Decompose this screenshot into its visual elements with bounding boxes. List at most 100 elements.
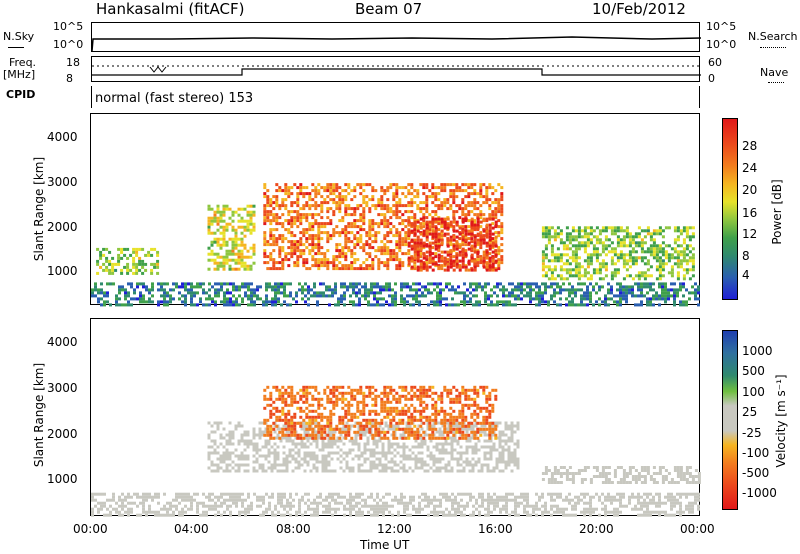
heatmap-cell <box>494 436 498 440</box>
heatmap-cell <box>290 252 294 256</box>
heatmap-cell <box>685 259 689 263</box>
heatmap-cell <box>246 213 250 217</box>
heatmap-cell <box>316 291 319 295</box>
heatmap-cell <box>287 189 291 193</box>
heatmap-cell <box>589 277 593 281</box>
heatmap-cell <box>484 291 487 295</box>
heatmap-cell <box>223 300 226 304</box>
heatmap-cell <box>347 213 351 217</box>
heatmap-cell <box>234 454 238 458</box>
heatmap-cell <box>347 246 351 250</box>
heatmap-cell <box>386 385 390 389</box>
heatmap-cell <box>430 291 433 295</box>
heatmap-cell <box>670 253 674 257</box>
heatmap-cell <box>383 204 387 208</box>
heatmap-cell <box>100 282 103 286</box>
heatmap-cell <box>395 427 399 431</box>
heatmap-cell <box>473 241 477 245</box>
heatmap-cell <box>497 207 501 211</box>
heatmap-cell <box>479 213 483 217</box>
heatmap-cell <box>127 294 130 298</box>
heatmap-cell <box>249 228 253 232</box>
heatmap-cell <box>305 385 309 389</box>
heatmap-cell <box>302 186 306 190</box>
heatmap-cell <box>310 288 313 292</box>
heatmap-cell <box>237 225 241 229</box>
heatmap-cell <box>449 262 453 266</box>
heatmap-cell <box>374 412 378 416</box>
heatmap-cell <box>425 226 429 230</box>
heatmap-cell <box>317 228 321 232</box>
heatmap-cell <box>156 253 160 257</box>
heatmap-cell <box>241 282 244 286</box>
heatmap-cell <box>359 264 363 268</box>
heatmap-cell <box>283 294 286 298</box>
heatmap-cell <box>306 463 310 467</box>
heatmap-cell <box>278 430 282 434</box>
heatmap-cell <box>664 250 668 254</box>
heatmap-cell <box>353 210 357 214</box>
heatmap-cell <box>228 249 232 253</box>
heatmap-cell <box>452 210 456 214</box>
heatmap-cell <box>299 388 303 392</box>
heatmap-cell <box>246 267 250 271</box>
heatmap-cell <box>416 268 420 272</box>
heatmap-cell <box>688 268 692 272</box>
heatmap-cell <box>559 472 563 475</box>
heatmap-cell <box>336 457 340 461</box>
heatmap-cell <box>529 294 532 298</box>
heatmap-cell <box>476 250 480 254</box>
heatmap-cell <box>338 219 342 223</box>
heatmap-cell <box>598 265 602 269</box>
heatmap-cell <box>363 445 367 449</box>
heatmap-cell <box>368 207 372 211</box>
heatmap-cell <box>449 238 453 242</box>
heatmap-cell <box>317 231 321 235</box>
heatmap-cell <box>402 442 406 446</box>
heatmap-cell <box>413 238 417 242</box>
heatmap-cell <box>658 262 662 266</box>
heatmap-cell <box>231 210 235 214</box>
heatmap-cell <box>287 240 291 244</box>
heatmap-cell <box>222 219 226 223</box>
heatmap-cell <box>383 391 387 395</box>
heatmap-cell <box>403 282 406 286</box>
heatmap-cell <box>490 303 493 307</box>
heatmap-cell <box>583 244 587 248</box>
heatmap-cell <box>330 457 334 461</box>
heatmap-cell <box>404 204 408 208</box>
heatmap-cell <box>334 291 337 295</box>
heatmap-cell <box>389 255 393 259</box>
heatmap-cell <box>431 259 435 263</box>
heatmap-cell <box>492 445 496 449</box>
heatmap-cell <box>308 198 312 202</box>
heatmap-cell <box>382 285 385 289</box>
heatmap-cell <box>423 433 427 437</box>
heatmap-cell <box>416 207 420 211</box>
heatmap-cell <box>485 201 489 205</box>
heatmap-cell <box>431 430 435 434</box>
heatmap-cell <box>679 250 683 254</box>
heatmap-cell <box>249 222 253 226</box>
heatmap-cell <box>452 400 456 404</box>
heatmap-cell <box>652 232 656 236</box>
nsearch-tick-bottom: 10^0 <box>706 38 737 51</box>
heatmap-cell <box>643 271 647 275</box>
heatmap-cell <box>392 225 396 229</box>
heatmap-cell <box>133 297 136 301</box>
heatmap-cell <box>344 436 348 440</box>
heatmap-cell <box>371 433 375 437</box>
heatmap-cell <box>231 430 235 434</box>
heatmap-cell <box>395 255 399 259</box>
heatmap-cell <box>482 391 486 395</box>
heatmap-cell <box>407 201 411 205</box>
heatmap-cell <box>266 210 270 214</box>
heatmap-cell <box>550 481 554 484</box>
heatmap-cell <box>403 285 406 289</box>
heatmap-cell <box>510 439 514 443</box>
heatmap-cell <box>685 262 689 266</box>
heatmap-cell <box>293 264 297 268</box>
heatmap-cell <box>421 294 424 298</box>
heatmap-cell <box>470 430 474 434</box>
heatmap-cell <box>455 204 459 208</box>
